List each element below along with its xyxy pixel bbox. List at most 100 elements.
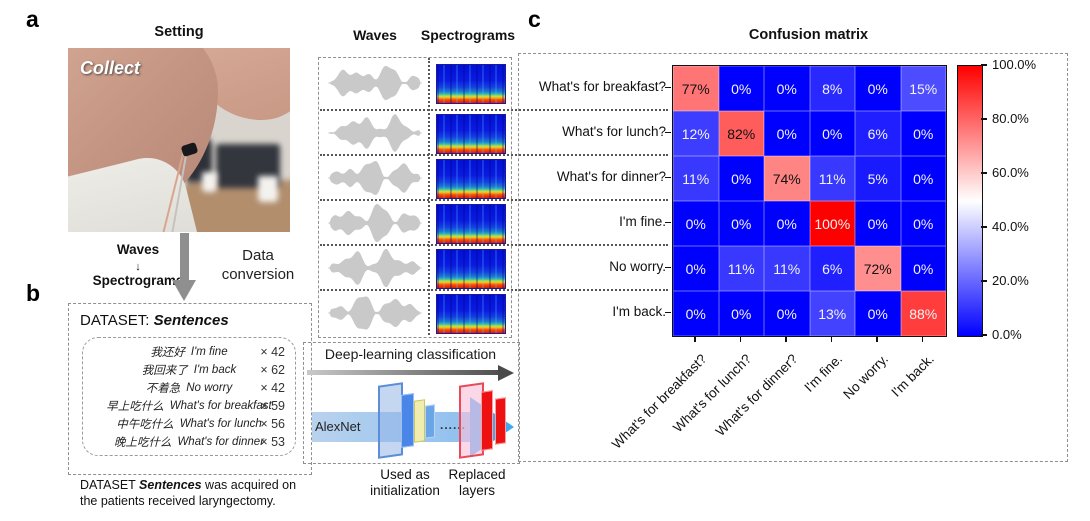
matrix-cell: 6% [855, 111, 901, 156]
spectrogram-thumbnail [436, 158, 506, 199]
matrix-cell: 0% [855, 66, 901, 111]
matrix-cell: 0% [718, 291, 764, 336]
colorbar-tick-label: 40.0% [992, 219, 1029, 234]
used-as-line1: Used as [380, 467, 430, 482]
matrix-cell: 0% [764, 201, 810, 246]
colorbar-tick [981, 334, 987, 336]
waves-spectrograms-divider [428, 58, 430, 335]
sentence-chinese: 晚上吃什么 [113, 435, 172, 449]
waveform-graphic [328, 113, 422, 152]
sentence-chinese: 中午吃什么 [116, 417, 174, 431]
colorbar-tick [981, 226, 987, 228]
row-connector-line [320, 199, 668, 201]
confusion-matrix-title: Confusion matrix [748, 27, 869, 43]
x-tick [694, 336, 696, 342]
colorbar-tick [981, 280, 987, 282]
setting-photo: Collect [68, 48, 290, 232]
spectrogram-thumbnail [436, 64, 506, 104]
photo-overlay-label: Collect [80, 58, 141, 78]
matrix-cell: 0% [764, 66, 810, 111]
matrix-cell: 0% [855, 201, 901, 246]
colorbar-tick-label: 0.0% [992, 327, 1022, 342]
used-as-initialization-label: Used as initialization [355, 467, 455, 499]
x-tick [785, 336, 787, 342]
down-arrow-glyph: ↓ [135, 260, 141, 273]
data-conversion-label: Data conversion [221, 247, 295, 283]
row-connector-line [320, 289, 668, 291]
sentence-chinese: 早上吃什么 [106, 399, 164, 413]
x-tick [830, 336, 832, 342]
matrix-cell: 0% [673, 201, 719, 246]
x-tick [876, 336, 878, 342]
matrix-row-label: What's for dinner? [556, 168, 666, 184]
matrix-cell: 0% [809, 111, 855, 156]
sentence-row: 我还好 I'm fine × 42 [91, 343, 287, 361]
matrix-cell: 12% [673, 111, 719, 156]
matrix-cell: 8% [809, 66, 855, 111]
alexnet-layer-blue [401, 393, 414, 448]
sentence-english: What's for dinner [177, 436, 265, 448]
y-tick [665, 221, 671, 224]
alexnet-layer-yellow [414, 399, 425, 443]
matrix-cell: 74% [764, 156, 810, 201]
photo-cup [258, 176, 278, 202]
matrix-row-label: I'm back. [612, 303, 666, 319]
sentence-count: × 56 [260, 417, 285, 431]
y-tick [665, 311, 671, 314]
panel-a-title: Setting [154, 24, 204, 40]
matrix-cell: 0% [718, 156, 764, 201]
flow-waves-label: Waves ↓ Spectrograms [92, 242, 184, 289]
alexnet-layer-blue-small [425, 404, 435, 439]
panel-label-a: a [26, 6, 39, 32]
panel-label-b: b [26, 280, 41, 306]
alexnet-layer-red-small [495, 397, 506, 445]
caption-suffix: was acquired on the patients received la… [80, 478, 297, 509]
matrix-cell: 13% [809, 291, 855, 336]
sentence-count: × 42 [260, 345, 285, 359]
caption-prefix: DATASET [80, 478, 140, 492]
x-tick [739, 336, 741, 342]
colorbar-tick [981, 118, 987, 120]
spectrograms-column-header: Spectrograms [420, 27, 516, 43]
waves-column-header: Waves [353, 27, 397, 43]
sentence-english: What's for lunch [179, 418, 262, 430]
dataset-heading: DATASET: Sentences [80, 312, 229, 329]
photo-cup [202, 172, 217, 192]
sentence-row: 早上吃什么 What's for breakfast × 59 [91, 397, 287, 415]
matrix-cell: 82% [718, 111, 764, 156]
sentence-chinese: 我还好 [150, 345, 185, 359]
sentence-english: What's for breakfast [169, 400, 272, 412]
spectrogram-thumbnail [436, 203, 506, 244]
row-connector-line [320, 244, 668, 246]
alexnet-label: AlexNet [315, 419, 361, 434]
sentences-list: 我还好 I'm fine × 42 我回来了 I'm back × 62 不着急 No wor… [82, 337, 296, 456]
matrix-cell: 11% [718, 246, 764, 291]
replaced-line2: layers [458, 483, 495, 499]
deep-learning-box [303, 342, 520, 464]
matrix-row-label: No worry. [609, 258, 666, 274]
y-tick [665, 266, 671, 269]
matrix-cell: 6% [809, 246, 855, 291]
matrix-cell: 0% [900, 201, 946, 246]
sentence-english: I'm back [193, 364, 237, 376]
row-connector-line [320, 154, 668, 156]
matrix-cell: 0% [718, 201, 764, 246]
colorbar-tick-label: 20.0% [992, 273, 1029, 288]
y-tick [665, 176, 671, 179]
sentence-row: 晚上吃什么 What's for dinner × 53 [91, 433, 287, 451]
used-as-line2: initialization [370, 483, 440, 499]
dataset-caption: DATASET Sentences was acquired on the pa… [80, 477, 316, 510]
replaced-line1: Replaced [448, 467, 506, 482]
y-tick [665, 86, 671, 89]
colorbar [957, 65, 983, 337]
waves-spectrograms-box [318, 57, 512, 338]
deep-learning-label: Deep-learning classification [324, 346, 497, 362]
spectrogram-thumbnail [436, 248, 506, 289]
matrix-cell: 0% [900, 246, 946, 291]
sentence-chinese: 我回来了 [141, 363, 188, 377]
colorbar-tick-label: 100.0% [992, 57, 1037, 72]
alexnet-dots: ...... [440, 418, 467, 432]
classification-arrowhead-icon [498, 364, 514, 381]
matrix-cell: 0% [900, 111, 946, 156]
